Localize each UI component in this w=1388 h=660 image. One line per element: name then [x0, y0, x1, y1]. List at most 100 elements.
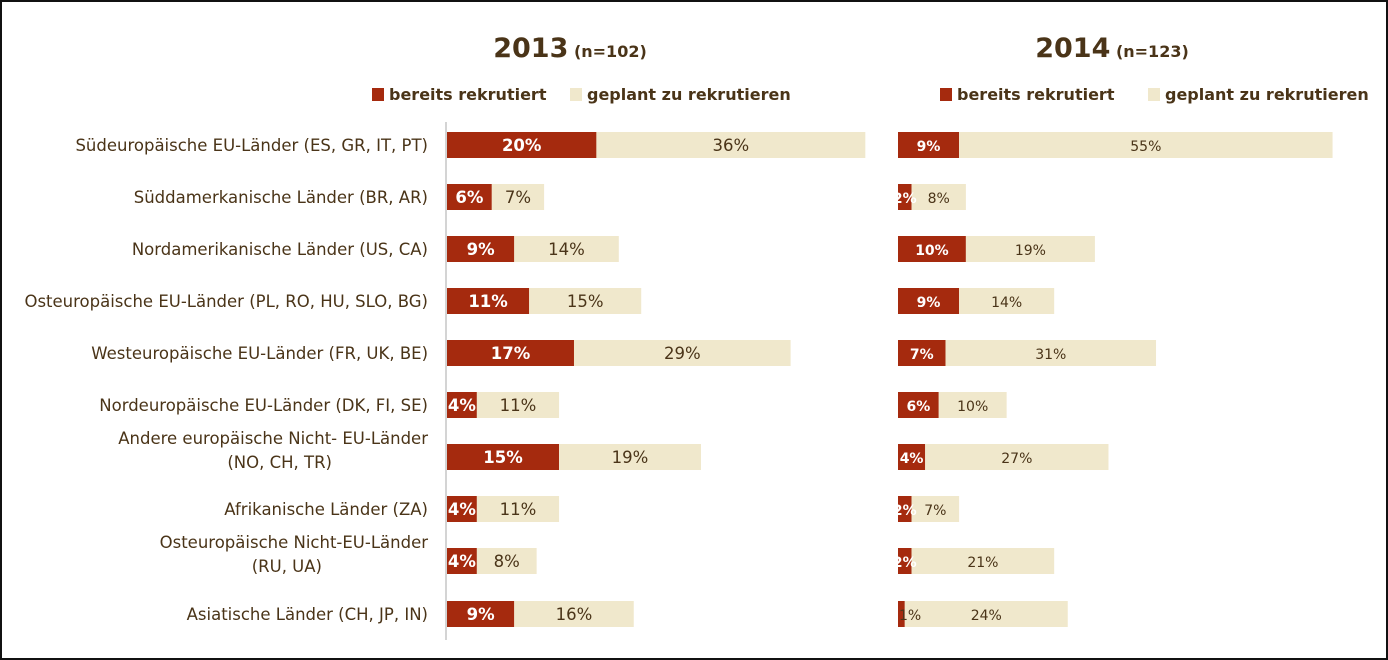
data-label-recruited-2013-0: 20% [502, 136, 542, 155]
bar-planned-2013-4 [573, 340, 791, 366]
data-label-recruited-2014-7: 2% [893, 503, 917, 519]
category-label-0: Südeuropäische EU-Länder (ES, GR, IT, PT… [75, 136, 428, 155]
data-label-planned-2013-3: 15% [567, 292, 604, 311]
data-label-recruited-2014-8: 2% [893, 555, 917, 571]
category-label-2: Nordamerikanische Länder (US, CA) [132, 240, 428, 259]
bar-recruited-2013-7 [447, 496, 477, 522]
data-label-planned-2014-8: 21% [967, 555, 998, 571]
bar-recruited-2013-8 [447, 548, 477, 574]
data-label-planned-2014-9: 24% [971, 608, 1002, 624]
panel-title-2013: 2013 (n=102) [493, 33, 647, 64]
data-label-recruited-2014-5: 6% [906, 399, 930, 415]
bar-recruited-2014-5 [898, 392, 939, 418]
category-label-7: Afrikanische Länder (ZA) [224, 500, 428, 519]
bar-recruited-2014-7 [898, 496, 912, 522]
bar-planned-2014-8 [911, 548, 1055, 574]
data-label-planned-2013-9: 16% [556, 605, 593, 624]
bar-recruited-2013-4 [447, 340, 574, 366]
category-label-3: Osteuropäische EU-Länder (PL, RO, HU, SL… [24, 292, 428, 311]
bar-recruited-2014-6 [898, 444, 926, 470]
bar-planned-2013-6 [559, 444, 701, 470]
data-label-planned-2013-6: 19% [612, 448, 649, 467]
data-label-planned-2014-4: 31% [1035, 347, 1066, 363]
data-label-planned-2014-7: 7% [924, 503, 946, 519]
bar-recruited-2014-0 [898, 132, 960, 158]
data-label-planned-2013-7: 11% [500, 500, 537, 519]
bar-planned-2014-0 [959, 132, 1333, 158]
bar-recruited-2014-4 [898, 340, 946, 366]
data-label-planned-2014-1: 8% [928, 191, 950, 207]
bar-planned-2013-0 [596, 132, 866, 158]
category-label-4: Westeuropäische EU-Länder (FR, UK, BE) [91, 344, 428, 363]
data-label-recruited-2013-7: 4% [448, 500, 476, 519]
bar-planned-2014-1 [911, 184, 966, 210]
data-label-planned-2014-0: 55% [1130, 139, 1161, 155]
data-label-planned-2013-1: 7% [505, 188, 531, 207]
bar-planned-2013-9 [514, 601, 634, 627]
bar-planned-2014-2 [965, 236, 1095, 262]
data-label-recruited-2013-6: 15% [483, 448, 523, 467]
data-label-planned-2013-8: 8% [494, 552, 520, 571]
bar-planned-2013-5 [476, 392, 560, 418]
legend-label-2013-1: geplant zu rekrutieren [587, 85, 791, 104]
data-label-recruited-2013-3: 11% [468, 292, 508, 311]
bar-recruited-2014-2 [898, 236, 966, 262]
legend-swatch-2014-1 [1148, 88, 1160, 101]
data-label-recruited-2014-9: 1% [899, 608, 921, 624]
bar-recruited-2013-5 [447, 392, 477, 418]
category-label-9: Asiatische Länder (CH, JP, IN) [187, 605, 428, 624]
bar-recruited-2013-9 [447, 601, 515, 627]
legend-swatch-2013-1 [570, 88, 582, 101]
bar-planned-2014-9 [904, 601, 1068, 627]
category-label-5: Nordeuropäische EU-Länder (DK, FI, SE) [99, 396, 428, 415]
bar-recruited-2014-3 [898, 288, 960, 314]
panel-title-2014: 2014 (n=123) [1035, 33, 1189, 64]
data-label-planned-2014-5: 10% [957, 399, 988, 415]
data-label-recruited-2014-3: 9% [917, 295, 941, 311]
bar-planned-2014-4 [945, 340, 1157, 366]
legend-label-2014-0: bereits rekrutiert [957, 85, 1115, 104]
data-label-planned-2014-3: 14% [991, 295, 1022, 311]
category-label-8: Osteuropäische Nicht-EU-Länder (RU, UA) [160, 533, 429, 576]
data-label-recruited-2013-2: 9% [467, 240, 495, 259]
data-label-recruited-2013-9: 9% [467, 605, 495, 624]
bar-planned-2014-3 [959, 288, 1055, 314]
data-label-planned-2014-2: 19% [1015, 243, 1046, 259]
bar-recruited-2013-3 [447, 288, 530, 314]
bar-planned-2013-7 [476, 496, 560, 522]
category-label-1: Süddamerkanische Länder (BR, AR) [134, 188, 428, 207]
bar-recruited-2014-9 [898, 601, 905, 627]
data-label-planned-2013-2: 14% [548, 240, 585, 259]
legend-label-2014-1: geplant zu rekrutieren [1165, 85, 1369, 104]
legend-swatch-2014-0 [940, 88, 952, 101]
data-label-recruited-2013-1: 6% [455, 188, 483, 207]
bar-recruited-2013-2 [447, 236, 515, 262]
legend-label-2013-0: bereits rekrutiert [389, 85, 547, 104]
bar-recruited-2013-1 [447, 184, 492, 210]
bar-planned-2013-3 [529, 288, 642, 314]
data-label-recruited-2013-4: 17% [491, 344, 531, 363]
data-label-recruited-2013-8: 4% [448, 552, 476, 571]
bar-planned-2013-8 [476, 548, 537, 574]
category-label-6: Andere europäische Nicht- EU-Länder (NO, … [118, 429, 428, 472]
data-label-recruited-2014-2: 10% [915, 243, 949, 259]
data-label-planned-2013-5: 11% [500, 396, 537, 415]
data-label-recruited-2013-5: 4% [448, 396, 476, 415]
bar-planned-2013-2 [514, 236, 619, 262]
data-label-planned-2014-6: 27% [1001, 451, 1032, 467]
bar-recruited-2014-1 [898, 184, 912, 210]
data-label-recruited-2014-4: 7% [910, 347, 934, 363]
bar-recruited-2013-0 [447, 132, 597, 158]
bar-recruited-2014-8 [898, 548, 912, 574]
bar-planned-2013-1 [491, 184, 545, 210]
data-label-planned-2013-4: 29% [664, 344, 701, 363]
data-label-recruited-2014-6: 4% [900, 451, 924, 467]
bar-planned-2014-7 [911, 496, 960, 522]
legend-swatch-2013-0 [372, 88, 384, 101]
bar-recruited-2013-6 [447, 444, 560, 470]
bar-planned-2014-5 [938, 392, 1007, 418]
data-label-recruited-2014-1: 2% [893, 191, 917, 207]
data-label-planned-2013-0: 36% [713, 136, 750, 155]
